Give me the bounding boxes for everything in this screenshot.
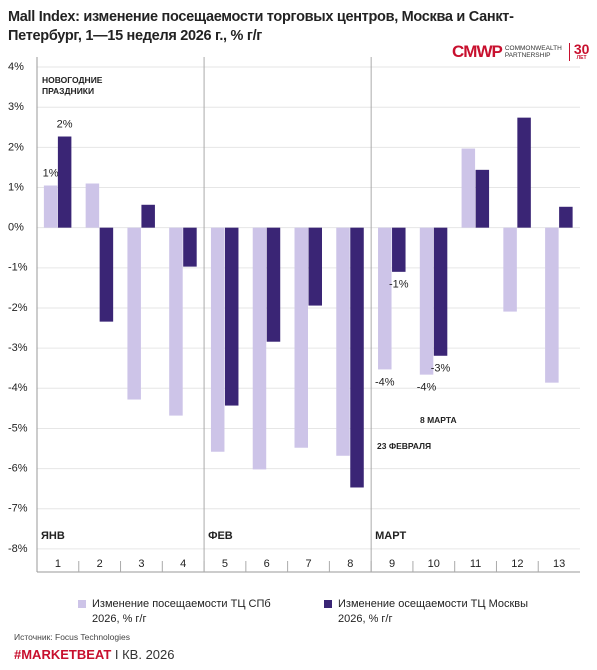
- legend-swatch: [78, 600, 86, 608]
- value-label: -4%: [375, 376, 395, 388]
- y-tick-label: 0%: [8, 222, 24, 234]
- legend-item: Изменение посещаемости ТЦ СПб 2026, % г/…: [78, 597, 272, 627]
- annotation: 23 ФЕВРАЛЯ: [377, 441, 432, 451]
- bar: [517, 117, 531, 228]
- bar: [127, 227, 141, 400]
- bar: [183, 227, 197, 267]
- bar: [392, 227, 406, 272]
- bar: [336, 227, 350, 456]
- bar: [294, 227, 308, 448]
- x-tick-label: 9: [389, 558, 395, 570]
- bar: [99, 227, 114, 322]
- bar: [43, 185, 58, 228]
- bar: [169, 227, 183, 416]
- value-label: 2%: [57, 118, 73, 130]
- legend-label: Изменение посещаемости ТЦ СПб 2026, % г/…: [92, 598, 271, 625]
- bar: [85, 183, 100, 228]
- bar: [252, 227, 267, 470]
- anniversary-number: 30: [573, 41, 590, 57]
- y-tick-label: -1%: [8, 262, 28, 274]
- footer: #MARKETBEAT I КВ. 2026: [14, 647, 175, 662]
- x-tick-label: 1: [55, 558, 61, 570]
- x-tick-label: 4: [180, 558, 186, 570]
- x-tick-label: 10: [428, 558, 440, 570]
- y-tick-label: -8%: [8, 543, 28, 555]
- legend-label: Изменение осещаемости ТЦ Москвы 2026, % …: [338, 598, 529, 625]
- bar: [503, 227, 517, 312]
- bar: [545, 227, 559, 383]
- bar: [559, 206, 573, 228]
- bar: [57, 136, 72, 228]
- x-tick-label: 7: [305, 558, 311, 570]
- logo: CMWP COMMONWEALTH PARTNERSHIP 30 ЛЕТ: [452, 42, 589, 62]
- annotation: НОВОГОДНИЕ ПРАЗДНИКИ: [42, 75, 103, 96]
- logo-mark: CMWP: [452, 42, 503, 61]
- bar: [350, 227, 364, 488]
- value-label: 1%: [43, 167, 59, 179]
- footer-period: I КВ. 2026: [114, 647, 175, 662]
- y-tick-label: 4%: [8, 61, 24, 73]
- y-tick-label: -3%: [8, 342, 28, 354]
- legend-item: Изменение осещаемости ТЦ Москвы 2026, % …: [324, 597, 538, 627]
- bar: [378, 227, 392, 370]
- x-tick-label: 2: [97, 558, 103, 570]
- value-label: -4%: [417, 382, 437, 394]
- source: Источник: Focus Technologies: [14, 632, 130, 642]
- value-label: -1%: [389, 279, 409, 291]
- bar: [461, 148, 476, 228]
- bar: [433, 227, 448, 356]
- x-tick-label: 6: [264, 558, 270, 570]
- y-tick-label: -4%: [8, 382, 28, 394]
- anniversary-sub: ЛЕТ: [576, 55, 587, 61]
- value-label: -3%: [431, 363, 451, 375]
- bar: [210, 227, 225, 452]
- bar: [475, 169, 490, 228]
- y-tick-label: -6%: [8, 463, 28, 475]
- x-tick-label: 8: [347, 558, 353, 570]
- y-tick-label: -5%: [8, 422, 28, 434]
- x-tick-label: 11: [470, 558, 481, 570]
- bar: [224, 227, 239, 406]
- y-tick-label: 2%: [8, 141, 24, 153]
- bar: [419, 227, 434, 375]
- y-tick-label: 3%: [8, 101, 24, 113]
- logo-anniversary: 30 ЛЕТ: [568, 41, 590, 61]
- month-label: ФЕВ: [208, 530, 233, 542]
- annotation: 8 МАРТА: [420, 415, 457, 425]
- legend-swatch: [324, 600, 332, 608]
- y-tick-label: -7%: [8, 503, 28, 515]
- x-tick-label: 5: [222, 558, 228, 570]
- footer-brand: #MARKETBEAT: [14, 647, 112, 662]
- x-tick-label: 13: [553, 558, 565, 570]
- bar: [308, 227, 322, 306]
- x-tick-label: 12: [511, 558, 523, 570]
- y-tick-label: -2%: [8, 302, 28, 314]
- x-tick-label: 3: [138, 558, 144, 570]
- month-label: ЯНВ: [41, 530, 65, 542]
- month-label: МАРТ: [375, 530, 406, 542]
- logo-name: COMMONWEALTH PARTNERSHIP: [504, 45, 562, 59]
- chart-title: Mall Index: изменение посещаемости торго…: [8, 9, 514, 44]
- bar: [266, 227, 281, 342]
- y-tick-label: 1%: [8, 181, 24, 193]
- bar: [141, 204, 155, 228]
